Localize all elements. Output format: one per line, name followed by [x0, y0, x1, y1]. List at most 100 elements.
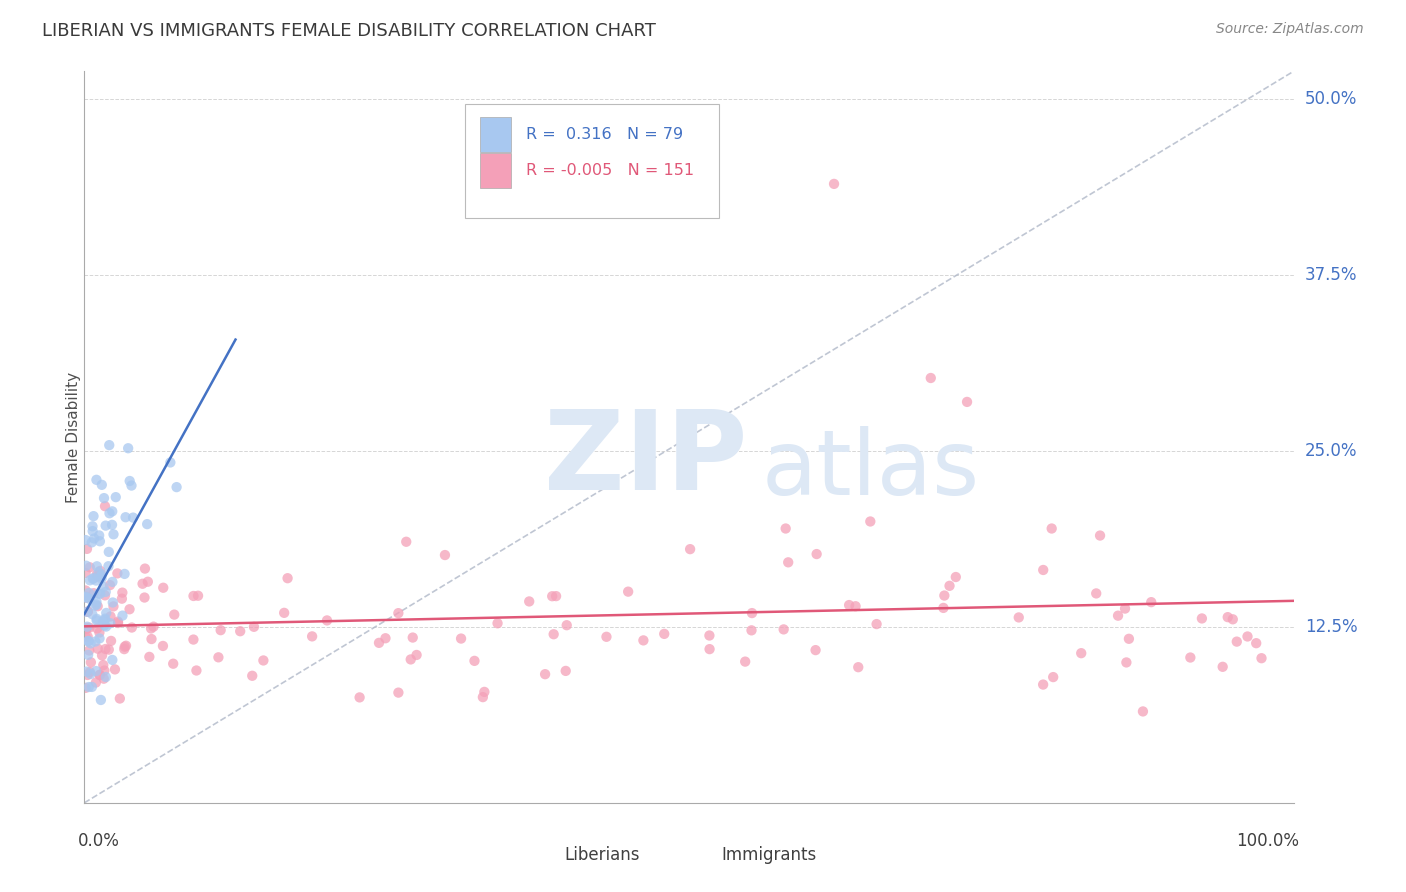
Point — [89, 667, 111, 681]
Point — [740, 624, 762, 638]
Point — [277, 571, 299, 585]
Point — [139, 622, 162, 636]
Point — [89, 668, 111, 682]
Text: 0.0%: 0.0% — [79, 832, 120, 850]
FancyBboxPatch shape — [531, 843, 558, 866]
Point — [94, 612, 117, 626]
Point — [368, 636, 391, 650]
Point — [187, 589, 209, 603]
Point — [1191, 611, 1213, 625]
Point — [89, 534, 111, 549]
Point — [84, 634, 107, 648]
Point — [1212, 660, 1234, 674]
Point — [93, 491, 115, 505]
Point — [405, 648, 427, 662]
Point — [79, 621, 101, 635]
Point — [207, 650, 229, 665]
Point — [118, 474, 141, 488]
Point — [91, 648, 114, 663]
Point — [1008, 610, 1031, 624]
Point — [1132, 705, 1154, 719]
Point — [82, 607, 104, 622]
Point — [546, 589, 568, 603]
Point — [98, 506, 121, 520]
Point — [374, 632, 396, 646]
Point — [387, 606, 409, 620]
Point — [945, 570, 967, 584]
Point — [121, 478, 143, 492]
Point — [89, 625, 111, 640]
Point — [77, 643, 100, 657]
Text: Immigrants: Immigrants — [721, 846, 817, 863]
Point — [134, 561, 156, 575]
Point — [94, 642, 117, 657]
Point — [75, 533, 97, 547]
Point — [79, 591, 101, 606]
Point — [114, 566, 136, 581]
Point — [775, 521, 797, 535]
Point — [1107, 608, 1129, 623]
Point — [141, 632, 163, 646]
Point — [1114, 601, 1136, 615]
Point — [76, 630, 98, 644]
Point — [84, 664, 107, 678]
Point — [806, 547, 828, 561]
Point — [86, 473, 108, 487]
Point — [555, 618, 578, 632]
Point — [1032, 563, 1054, 577]
Point — [486, 616, 509, 631]
Point — [316, 614, 339, 628]
Text: 37.5%: 37.5% — [1305, 267, 1357, 285]
Point — [82, 571, 104, 585]
Point — [77, 634, 100, 648]
Point — [103, 599, 125, 614]
Point — [87, 565, 110, 579]
Point — [1236, 630, 1258, 644]
Point — [91, 658, 114, 673]
Point — [82, 519, 104, 533]
Point — [117, 442, 139, 456]
Point — [94, 518, 117, 533]
Point — [617, 584, 640, 599]
Point — [94, 619, 117, 633]
Point — [87, 641, 110, 656]
Point — [699, 642, 721, 657]
Point — [450, 632, 472, 646]
Point — [183, 589, 205, 603]
Point — [1088, 528, 1111, 542]
Point — [104, 490, 127, 504]
Point — [94, 588, 117, 602]
Point — [75, 590, 97, 604]
Point — [956, 395, 979, 409]
Point — [1042, 670, 1064, 684]
Point — [90, 693, 112, 707]
Point — [114, 640, 136, 654]
Point — [79, 665, 101, 679]
Point — [162, 657, 184, 671]
Point — [349, 690, 371, 705]
Point — [91, 615, 114, 629]
Point — [87, 586, 110, 600]
Point — [554, 664, 576, 678]
Point — [86, 567, 108, 582]
Point — [93, 664, 115, 678]
Text: 25.0%: 25.0% — [1305, 442, 1357, 460]
Point — [75, 591, 97, 605]
Point — [741, 606, 763, 620]
Point — [76, 541, 98, 556]
Point — [1118, 632, 1140, 646]
Point — [75, 665, 97, 679]
Point — [90, 572, 112, 586]
Point — [273, 606, 295, 620]
Point — [301, 629, 323, 643]
Point — [98, 616, 121, 631]
Point — [75, 681, 97, 695]
Point — [387, 685, 409, 699]
Point — [80, 535, 103, 549]
Point — [79, 636, 101, 650]
Point — [101, 504, 124, 518]
Point — [1226, 634, 1249, 648]
Point — [121, 621, 143, 635]
Point — [112, 642, 135, 657]
Text: 12.5%: 12.5% — [1305, 618, 1357, 636]
